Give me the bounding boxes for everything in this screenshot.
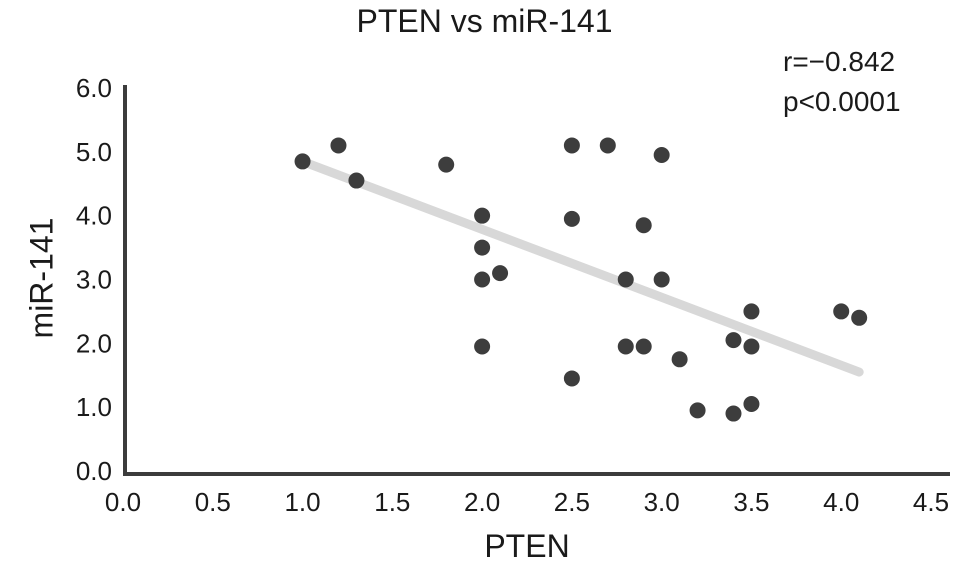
chart-title: PTEN vs miR-141 bbox=[356, 3, 613, 39]
data-point bbox=[725, 332, 742, 349]
data-point bbox=[294, 153, 311, 170]
y-tick-label: 5.0 bbox=[76, 137, 112, 167]
data-point bbox=[599, 137, 616, 154]
data-point bbox=[617, 338, 634, 355]
x-tick-label: 1.0 bbox=[284, 487, 320, 517]
x-tick-label: 2.5 bbox=[554, 487, 590, 517]
data-point bbox=[563, 137, 580, 154]
data-point bbox=[653, 271, 670, 288]
x-tick-label: 4.0 bbox=[823, 487, 859, 517]
data-point bbox=[563, 370, 580, 387]
y-tick-label: 1.0 bbox=[76, 392, 112, 422]
data-point bbox=[492, 265, 509, 282]
data-point bbox=[653, 147, 670, 164]
correlation-annotation: r=−0.842 p<0.0001 bbox=[783, 42, 901, 122]
correlation-r-value: r=−0.842 bbox=[783, 46, 896, 77]
data-point bbox=[474, 207, 491, 224]
x-tick-label: 3.5 bbox=[733, 487, 769, 517]
data-point bbox=[635, 217, 652, 234]
x-tick-label: 0.5 bbox=[195, 487, 231, 517]
data-point bbox=[743, 395, 760, 412]
data-point bbox=[474, 338, 491, 355]
data-point bbox=[348, 172, 365, 189]
data-point bbox=[743, 338, 760, 355]
data-point bbox=[851, 309, 868, 326]
data-point bbox=[474, 271, 491, 288]
y-tick-label: 2.0 bbox=[76, 328, 112, 358]
correlation-p-value: p<0.0001 bbox=[783, 86, 901, 117]
trend-line bbox=[298, 156, 864, 377]
x-tick-label: 3.0 bbox=[644, 487, 680, 517]
data-point bbox=[563, 210, 580, 227]
y-tick-label: 4.0 bbox=[76, 201, 112, 231]
data-point bbox=[671, 351, 688, 368]
data-point bbox=[330, 137, 347, 154]
data-point bbox=[474, 239, 491, 256]
data-point bbox=[833, 303, 850, 320]
y-tick-label: 3.0 bbox=[76, 265, 112, 295]
x-tick-label: 1.5 bbox=[374, 487, 410, 517]
x-tick-label: 2.0 bbox=[464, 487, 500, 517]
x-tick-label: 0.0 bbox=[105, 487, 141, 517]
data-point bbox=[725, 405, 742, 422]
x-tick-label: 4.5 bbox=[913, 487, 949, 517]
data-point bbox=[635, 338, 652, 355]
y-tick-label: 6.0 bbox=[76, 73, 112, 103]
data-point bbox=[617, 271, 634, 288]
y-axis-title: miR-141 bbox=[23, 217, 60, 339]
x-axis-title: PTEN bbox=[484, 528, 570, 564]
data-point bbox=[438, 156, 455, 173]
y-tick-label: 0.0 bbox=[76, 456, 112, 486]
data-point bbox=[689, 402, 706, 419]
data-point bbox=[743, 303, 760, 320]
